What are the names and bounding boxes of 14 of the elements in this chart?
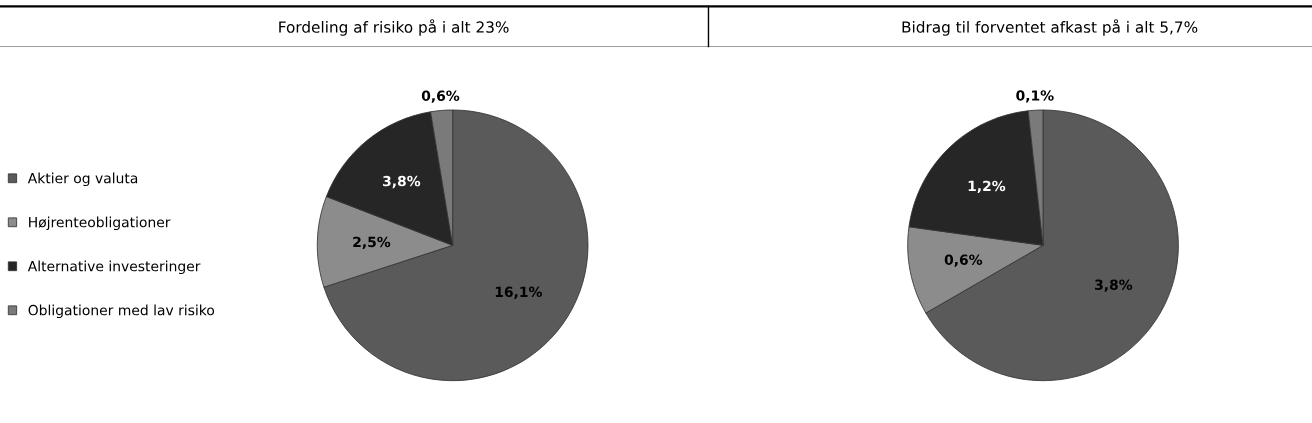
data-label: 16,1% bbox=[495, 286, 542, 299]
data-label: 1,2% bbox=[968, 180, 1006, 193]
data-label: 3,8% bbox=[1095, 279, 1133, 292]
data-label: 3,8% bbox=[383, 175, 421, 189]
legend-label: Obligationer med lav risiko bbox=[28, 304, 215, 319]
data-label: 2,5% bbox=[353, 236, 391, 249]
legend-label: Aktier og valuta bbox=[27, 172, 138, 187]
data-label: 0,6% bbox=[421, 90, 460, 103]
data-label: 0,1% bbox=[1016, 90, 1054, 103]
chart-title: Fordeling af risiko på i alt 23% bbox=[279, 19, 509, 36]
data-label: 0,6% bbox=[944, 254, 983, 267]
chart-title: Bidrag til forventet afkast på i alt 5,7% bbox=[902, 19, 1198, 36]
legend-label: Højrenteobligationer bbox=[29, 216, 171, 231]
legend-label: Alternative investeringer bbox=[27, 260, 201, 275]
